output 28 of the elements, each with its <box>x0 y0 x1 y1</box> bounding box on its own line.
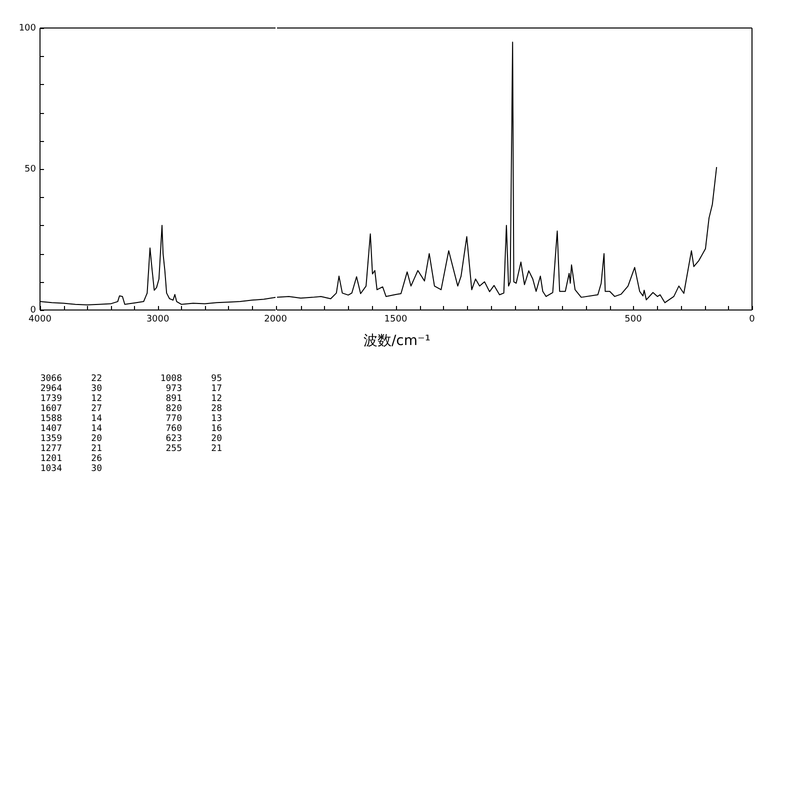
text: 760 16 <box>166 424 222 434</box>
text: 1739 12 <box>40 394 102 404</box>
x-tick-label: 2000 <box>264 314 288 325</box>
text: 623 20 <box>166 434 222 444</box>
x-tick-label: 3000 <box>146 314 170 325</box>
text: 891 12 <box>166 394 222 404</box>
text: 1607 27 <box>40 404 102 414</box>
y-tick-label: 50 <box>24 164 36 174</box>
text: 1359 20 <box>40 434 102 444</box>
x-tick-label: 0 <box>749 314 756 325</box>
text: 255 21 <box>166 444 222 454</box>
text: 1588 14 <box>40 414 102 424</box>
text: 1034 30 <box>40 464 102 474</box>
text: 2964 30 <box>40 384 102 394</box>
text: 1201 26 <box>40 454 102 464</box>
x-tick-label: 1500 <box>384 314 408 325</box>
x-tick-label: 4000 <box>28 314 52 325</box>
text: 770 13 <box>166 414 222 424</box>
text: 820 28 <box>166 404 222 414</box>
text: 1008 95 <box>160 374 222 384</box>
x-axis-title: 波数/cm⁻¹ <box>362 332 432 350</box>
text: 1277 21 <box>40 444 102 454</box>
x-tick-label: 500 <box>624 314 642 325</box>
text: 973 17 <box>166 384 222 394</box>
y-tick-label: 0 <box>30 305 36 316</box>
text: 1407 14 <box>40 424 102 434</box>
text: 3066 22 <box>40 374 102 384</box>
y-tick-label: 100 <box>18 23 36 34</box>
